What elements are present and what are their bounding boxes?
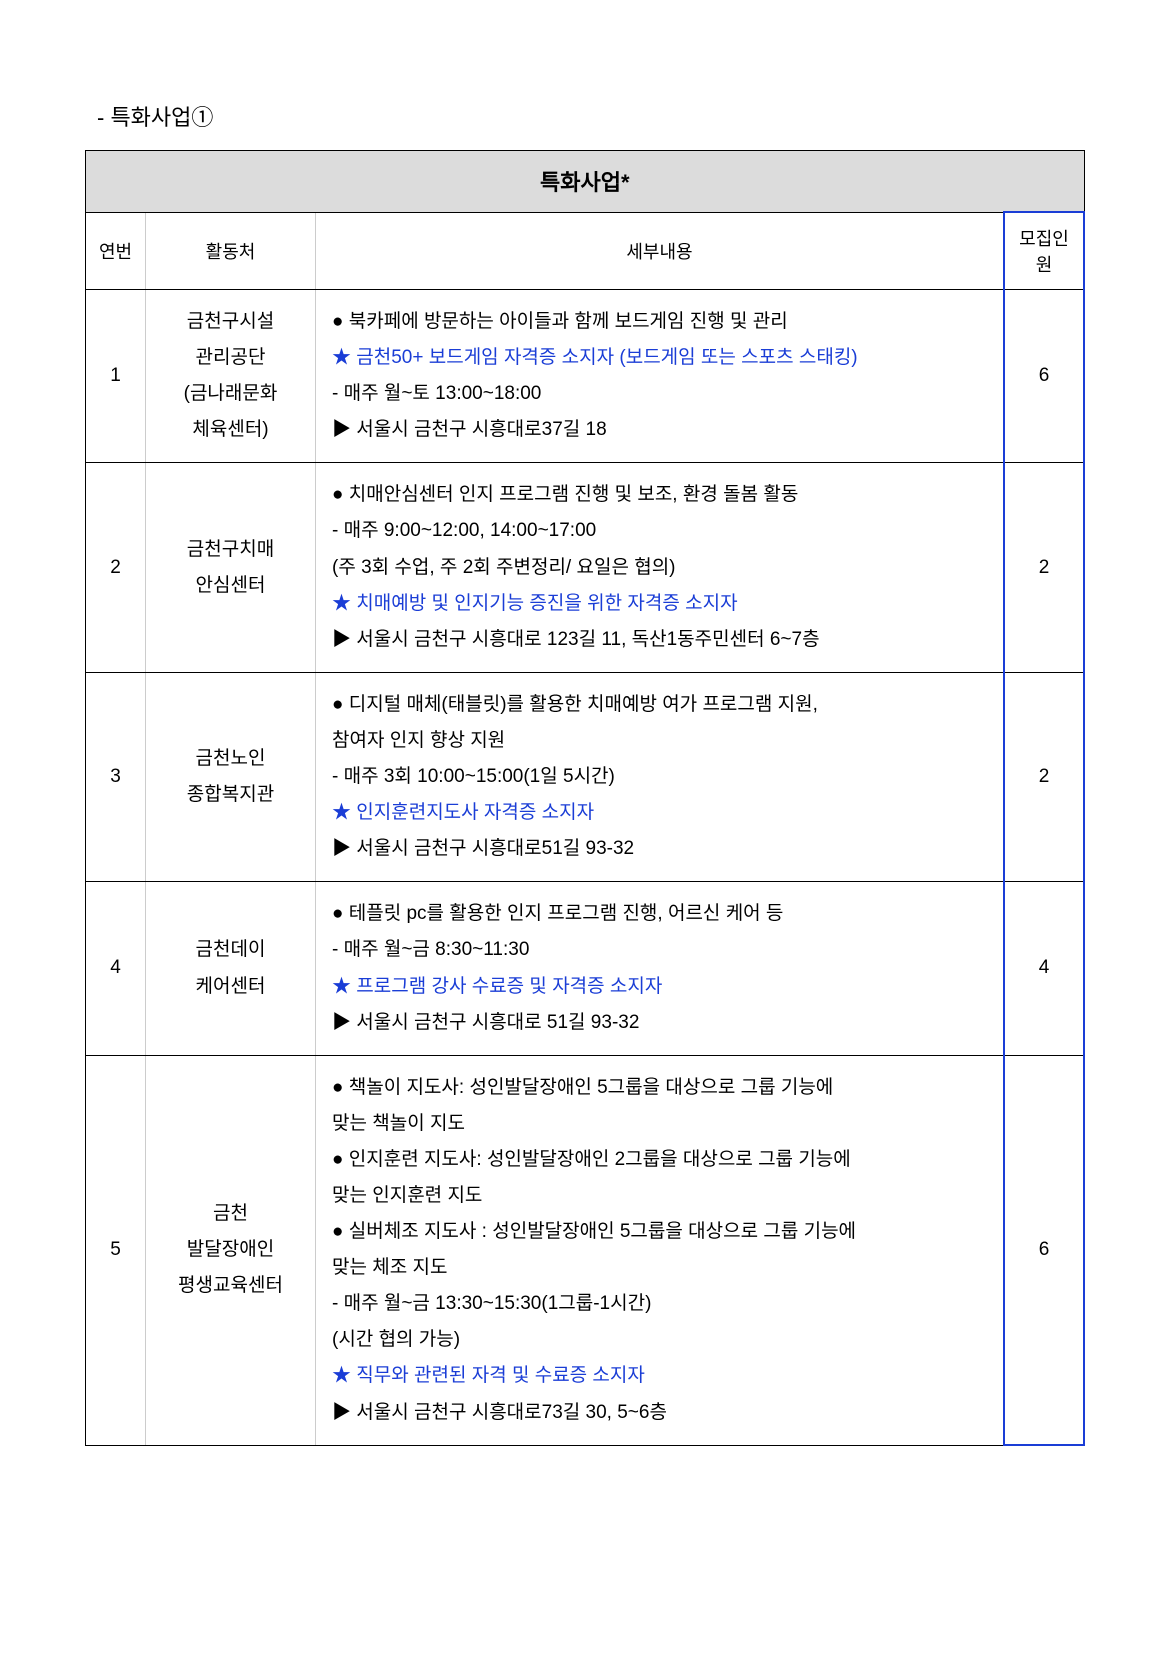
org-line: 안심센터 bbox=[156, 568, 305, 604]
cell-count: 4 bbox=[1004, 882, 1084, 1055]
cell-org: 금천데이케어센터 bbox=[146, 882, 316, 1055]
org-line: 평생교육센터 bbox=[156, 1268, 305, 1304]
cell-num: 3 bbox=[86, 672, 146, 881]
detail-dash: - 매주 월~금 13:30~15:30(1그룹-1시간) bbox=[332, 1286, 987, 1322]
org-line: 금천 bbox=[156, 1196, 305, 1232]
cell-num: 5 bbox=[86, 1055, 146, 1445]
detail-star: ★ 금천50+ 보드게임 자격증 소지자 (보드게임 또는 스포츠 스태킹) bbox=[332, 340, 987, 376]
cell-detail: ● 책놀이 지도사: 성인발달장애인 5그룹을 대상으로 그룹 기능에 맞는 책… bbox=[316, 1055, 1005, 1445]
cell-detail: ● 치매안심센터 인지 프로그램 진행 및 보조, 환경 돌봄 활동- 매주 9… bbox=[316, 463, 1005, 672]
main-table: 특화사업* 연번 활동처 세부내용 모집인원 1금천구시설관리공단(금나래문화체… bbox=[85, 150, 1085, 1446]
header-count: 모집인원 bbox=[1004, 212, 1084, 290]
cell-org: 금천구치매안심센터 bbox=[146, 463, 316, 672]
detail-plain: (시간 협의 가능) bbox=[332, 1322, 987, 1358]
cell-detail: ● 북카페에 방문하는 아이들과 함께 보드게임 진행 및 관리★ 금천50+ … bbox=[316, 290, 1005, 463]
org-line: 케어센터 bbox=[156, 969, 305, 1005]
detail-bullet: ● 테플릿 pc를 활용한 인지 프로그램 진행, 어르신 케어 등 bbox=[332, 896, 987, 932]
section-title: - 특화사업① bbox=[85, 100, 1085, 132]
cell-num: 4 bbox=[86, 882, 146, 1055]
detail-bullet: ● 디지털 매체(태블릿)를 활용한 치매예방 여가 프로그램 지원, bbox=[332, 687, 987, 723]
cell-org: 금천구시설관리공단(금나래문화체육센터) bbox=[146, 290, 316, 463]
detail-star: ★ 인지훈련지도사 자격증 소지자 bbox=[332, 795, 987, 831]
org-line: 금천구시설 bbox=[156, 304, 305, 340]
cell-org: 금천발달장애인평생교육센터 bbox=[146, 1055, 316, 1445]
detail-arrow: ▶ 서울시 금천구 시흥대로 51길 93-32 bbox=[332, 1005, 987, 1041]
cell-detail: ● 디지털 매체(태블릿)를 활용한 치매예방 여가 프로그램 지원, 참여자 … bbox=[316, 672, 1005, 881]
cell-count: 6 bbox=[1004, 290, 1084, 463]
header-detail: 세부내용 bbox=[316, 212, 1005, 290]
table-row: 5금천발달장애인평생교육센터● 책놀이 지도사: 성인발달장애인 5그룹을 대상… bbox=[86, 1055, 1085, 1445]
table-row: 4금천데이케어센터● 테플릿 pc를 활용한 인지 프로그램 진행, 어르신 케… bbox=[86, 882, 1085, 1055]
cell-count: 6 bbox=[1004, 1055, 1084, 1445]
header-org: 활동처 bbox=[146, 212, 316, 290]
table-row: 3금천노인종합복지관● 디지털 매체(태블릿)를 활용한 치매예방 여가 프로그… bbox=[86, 672, 1085, 881]
org-line: 발달장애인 bbox=[156, 1232, 305, 1268]
detail-plain: (주 3회 수업, 주 2회 주변정리/ 요일은 협의) bbox=[332, 550, 987, 586]
detail-dash: - 매주 9:00~12:00, 14:00~17:00 bbox=[332, 513, 987, 549]
table-title-row: 특화사업* bbox=[86, 151, 1085, 213]
cell-count: 2 bbox=[1004, 463, 1084, 672]
detail-plain: 맞는 체조 지도 bbox=[332, 1250, 987, 1286]
org-line: 관리공단 bbox=[156, 340, 305, 376]
org-line: 금천데이 bbox=[156, 932, 305, 968]
detail-star: ★ 프로그램 강사 수료증 및 자격증 소지자 bbox=[332, 969, 987, 1005]
detail-bullet: ● 북카페에 방문하는 아이들과 함께 보드게임 진행 및 관리 bbox=[332, 304, 987, 340]
cell-num: 1 bbox=[86, 290, 146, 463]
org-line: 종합복지관 bbox=[156, 777, 305, 813]
cell-num: 2 bbox=[86, 463, 146, 672]
detail-arrow: ▶ 서울시 금천구 시흥대로 123길 11, 독산1동주민센터 6~7층 bbox=[332, 622, 987, 658]
detail-arrow: ▶ 서울시 금천구 시흥대로51길 93-32 bbox=[332, 831, 987, 867]
header-num: 연번 bbox=[86, 212, 146, 290]
table-header-row: 연번 활동처 세부내용 모집인원 bbox=[86, 212, 1085, 290]
cell-detail: ● 테플릿 pc를 활용한 인지 프로그램 진행, 어르신 케어 등- 매주 월… bbox=[316, 882, 1005, 1055]
detail-bullet: ● 인지훈련 지도사: 성인발달장애인 2그룹을 대상으로 그룹 기능에 bbox=[332, 1142, 987, 1178]
org-line: 금천노인 bbox=[156, 741, 305, 777]
detail-arrow: ▶ 서울시 금천구 시흥대로73길 30, 5~6층 bbox=[332, 1395, 987, 1431]
detail-dash: - 매주 3회 10:00~15:00(1일 5시간) bbox=[332, 759, 987, 795]
cell-org: 금천노인종합복지관 bbox=[146, 672, 316, 881]
detail-dash: - 매주 월~금 8:30~11:30 bbox=[332, 932, 987, 968]
detail-star: ★ 직무와 관련된 자격 및 수료증 소지자 bbox=[332, 1358, 987, 1394]
detail-plain: 맞는 책놀이 지도 bbox=[332, 1106, 987, 1142]
detail-star: ★ 치매예방 및 인지기능 증진을 위한 자격증 소지자 bbox=[332, 586, 987, 622]
detail-bullet: ● 치매안심센터 인지 프로그램 진행 및 보조, 환경 돌봄 활동 bbox=[332, 477, 987, 513]
detail-plain: 참여자 인지 향상 지원 bbox=[332, 723, 987, 759]
org-line: 체육센터) bbox=[156, 412, 305, 448]
org-line: 금천구치매 bbox=[156, 532, 305, 568]
detail-bullet: ● 책놀이 지도사: 성인발달장애인 5그룹을 대상으로 그룹 기능에 bbox=[332, 1070, 987, 1106]
detail-dash: - 매주 월~토 13:00~18:00 bbox=[332, 376, 987, 412]
table-row: 1금천구시설관리공단(금나래문화체육센터)● 북카페에 방문하는 아이들과 함께… bbox=[86, 290, 1085, 463]
table-title: 특화사업* bbox=[86, 151, 1085, 213]
detail-arrow: ▶ 서울시 금천구 시흥대로37길 18 bbox=[332, 412, 987, 448]
table-row: 2금천구치매안심센터● 치매안심센터 인지 프로그램 진행 및 보조, 환경 돌… bbox=[86, 463, 1085, 672]
detail-plain: 맞는 인지훈련 지도 bbox=[332, 1178, 987, 1214]
org-line: (금나래문화 bbox=[156, 376, 305, 412]
cell-count: 2 bbox=[1004, 672, 1084, 881]
detail-bullet: ● 실버체조 지도사 : 성인발달장애인 5그룹을 대상으로 그룹 기능에 bbox=[332, 1214, 987, 1250]
